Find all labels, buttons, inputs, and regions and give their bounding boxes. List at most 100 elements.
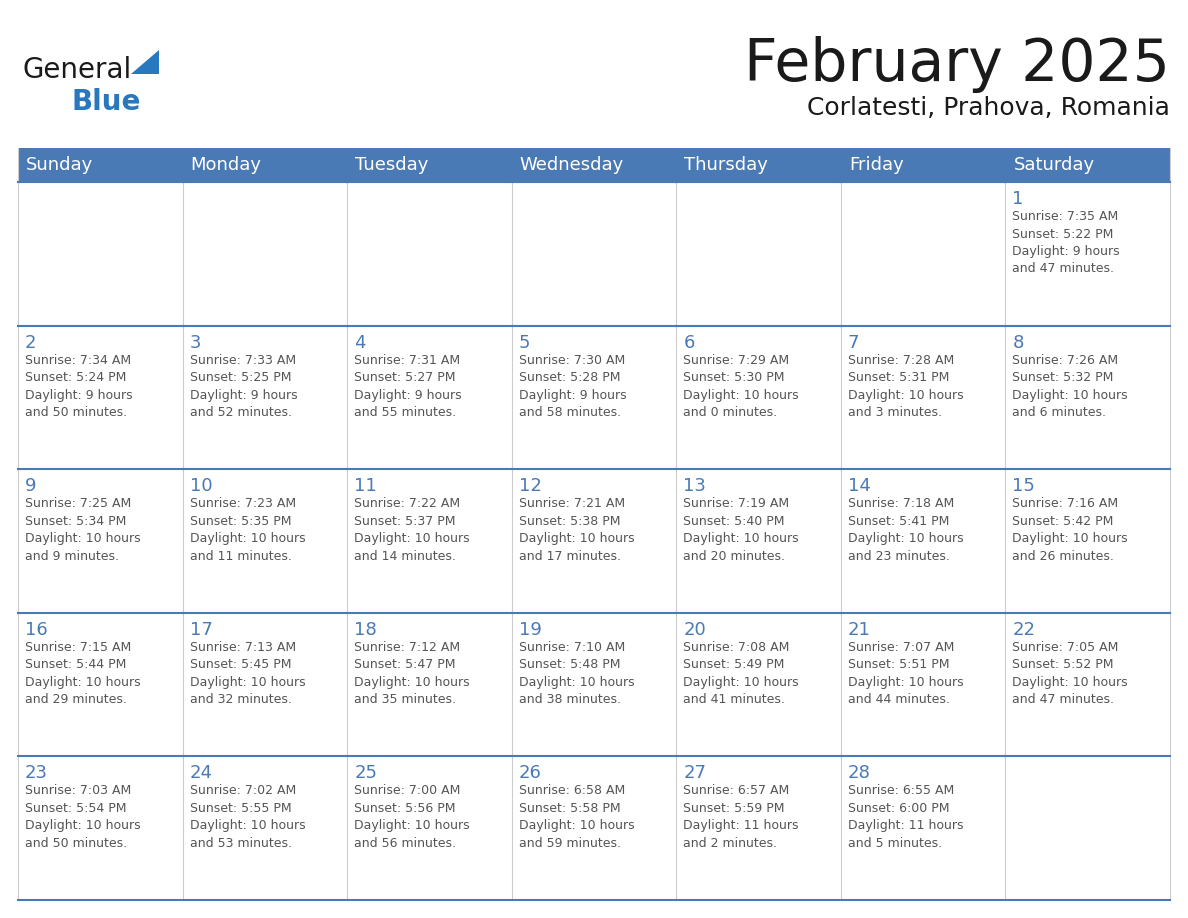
Text: 25: 25 [354,765,377,782]
Text: Friday: Friday [849,156,904,174]
Bar [1005,148,1170,182]
Text: 24: 24 [190,765,213,782]
Bar [18,148,183,182]
Text: 4: 4 [354,333,366,352]
Text: Sunrise: 7:34 AM
Sunset: 5:24 PM
Daylight: 9 hours
and 50 minutes.: Sunrise: 7:34 AM Sunset: 5:24 PM Dayligh… [25,353,133,420]
Text: Sunrise: 7:07 AM
Sunset: 5:51 PM
Daylight: 10 hours
and 44 minutes.: Sunrise: 7:07 AM Sunset: 5:51 PM Dayligh… [848,641,963,706]
Text: Sunrise: 7:05 AM
Sunset: 5:52 PM
Daylight: 10 hours
and 47 minutes.: Sunrise: 7:05 AM Sunset: 5:52 PM Dayligh… [1012,641,1129,706]
Bar [1005,613,1170,756]
Text: Sunrise: 7:18 AM
Sunset: 5:41 PM
Daylight: 10 hours
and 23 minutes.: Sunrise: 7:18 AM Sunset: 5:41 PM Dayligh… [848,498,963,563]
Text: Sunrise: 7:13 AM
Sunset: 5:45 PM
Daylight: 10 hours
and 32 minutes.: Sunrise: 7:13 AM Sunset: 5:45 PM Dayligh… [190,641,305,706]
Bar [512,613,676,756]
Text: 12: 12 [519,477,542,495]
Text: 3: 3 [190,333,201,352]
Text: Corlatesti, Prahova, Romania: Corlatesti, Prahova, Romania [807,96,1170,120]
Text: Sunrise: 7:31 AM
Sunset: 5:27 PM
Daylight: 9 hours
and 55 minutes.: Sunrise: 7:31 AM Sunset: 5:27 PM Dayligh… [354,353,462,420]
Text: 7: 7 [848,333,859,352]
Bar [18,613,183,756]
Text: Sunrise: 6:57 AM
Sunset: 5:59 PM
Daylight: 11 hours
and 2 minutes.: Sunrise: 6:57 AM Sunset: 5:59 PM Dayligh… [683,784,798,850]
Text: 15: 15 [1012,477,1035,495]
Text: 21: 21 [848,621,871,639]
Text: 19: 19 [519,621,542,639]
Bar [183,182,347,326]
Bar [841,326,1005,469]
Bar [512,469,676,613]
Bar [18,326,183,469]
Text: 5: 5 [519,333,530,352]
Text: Sunrise: 7:33 AM
Sunset: 5:25 PM
Daylight: 9 hours
and 52 minutes.: Sunrise: 7:33 AM Sunset: 5:25 PM Dayligh… [190,353,297,420]
Text: 1: 1 [1012,190,1024,208]
Text: February 2025: February 2025 [744,36,1170,93]
Bar [347,469,512,613]
Text: 17: 17 [190,621,213,639]
Text: Sunrise: 7:22 AM
Sunset: 5:37 PM
Daylight: 10 hours
and 14 minutes.: Sunrise: 7:22 AM Sunset: 5:37 PM Dayligh… [354,498,469,563]
Bar [676,148,841,182]
Text: 27: 27 [683,765,707,782]
Bar [676,613,841,756]
Bar [183,326,347,469]
Text: 14: 14 [848,477,871,495]
Text: Sunrise: 6:55 AM
Sunset: 6:00 PM
Daylight: 11 hours
and 5 minutes.: Sunrise: 6:55 AM Sunset: 6:00 PM Dayligh… [848,784,963,850]
Text: Sunrise: 7:30 AM
Sunset: 5:28 PM
Daylight: 9 hours
and 58 minutes.: Sunrise: 7:30 AM Sunset: 5:28 PM Dayligh… [519,353,626,420]
Text: Sunrise: 7:10 AM
Sunset: 5:48 PM
Daylight: 10 hours
and 38 minutes.: Sunrise: 7:10 AM Sunset: 5:48 PM Dayligh… [519,641,634,706]
Bar [347,326,512,469]
Bar [841,182,1005,326]
Bar [18,182,183,326]
Text: 26: 26 [519,765,542,782]
Bar [18,756,183,900]
Bar [841,756,1005,900]
Text: 13: 13 [683,477,706,495]
Text: Wednesday: Wednesday [519,156,624,174]
Bar [676,756,841,900]
Text: Sunrise: 7:25 AM
Sunset: 5:34 PM
Daylight: 10 hours
and 9 minutes.: Sunrise: 7:25 AM Sunset: 5:34 PM Dayligh… [25,498,140,563]
Text: Sunrise: 7:16 AM
Sunset: 5:42 PM
Daylight: 10 hours
and 26 minutes.: Sunrise: 7:16 AM Sunset: 5:42 PM Dayligh… [1012,498,1129,563]
Text: 18: 18 [354,621,377,639]
Bar [183,613,347,756]
Bar [512,756,676,900]
Bar [841,148,1005,182]
Bar [347,756,512,900]
Text: Sunrise: 7:02 AM
Sunset: 5:55 PM
Daylight: 10 hours
and 53 minutes.: Sunrise: 7:02 AM Sunset: 5:55 PM Dayligh… [190,784,305,850]
Bar [347,148,512,182]
Text: Sunrise: 7:29 AM
Sunset: 5:30 PM
Daylight: 10 hours
and 0 minutes.: Sunrise: 7:29 AM Sunset: 5:30 PM Dayligh… [683,353,798,420]
Bar [347,182,512,326]
Bar [183,148,347,182]
Text: 10: 10 [190,477,213,495]
Text: Sunrise: 6:58 AM
Sunset: 5:58 PM
Daylight: 10 hours
and 59 minutes.: Sunrise: 6:58 AM Sunset: 5:58 PM Dayligh… [519,784,634,850]
Bar [676,469,841,613]
Polygon shape [131,50,159,74]
Text: 11: 11 [354,477,377,495]
Bar [183,756,347,900]
Bar [512,148,676,182]
Bar [676,182,841,326]
Text: Saturday: Saturday [1013,156,1094,174]
Text: 22: 22 [1012,621,1036,639]
Bar [512,326,676,469]
Bar [1005,182,1170,326]
Text: Sunrise: 7:28 AM
Sunset: 5:31 PM
Daylight: 10 hours
and 3 minutes.: Sunrise: 7:28 AM Sunset: 5:31 PM Dayligh… [848,353,963,420]
Text: Monday: Monday [190,156,261,174]
Text: 8: 8 [1012,333,1024,352]
Text: 23: 23 [25,765,48,782]
Text: 2: 2 [25,333,37,352]
Text: Tuesday: Tuesday [355,156,429,174]
Bar [676,326,841,469]
Text: 6: 6 [683,333,695,352]
Text: Sunrise: 7:15 AM
Sunset: 5:44 PM
Daylight: 10 hours
and 29 minutes.: Sunrise: 7:15 AM Sunset: 5:44 PM Dayligh… [25,641,140,706]
Bar [512,182,676,326]
Text: Blue: Blue [71,88,140,116]
Text: 20: 20 [683,621,706,639]
Text: General: General [23,56,132,84]
Text: Sunrise: 7:03 AM
Sunset: 5:54 PM
Daylight: 10 hours
and 50 minutes.: Sunrise: 7:03 AM Sunset: 5:54 PM Dayligh… [25,784,140,850]
Bar [183,469,347,613]
Text: 16: 16 [25,621,48,639]
Text: 28: 28 [848,765,871,782]
Text: Sunrise: 7:00 AM
Sunset: 5:56 PM
Daylight: 10 hours
and 56 minutes.: Sunrise: 7:00 AM Sunset: 5:56 PM Dayligh… [354,784,469,850]
Text: Sunrise: 7:23 AM
Sunset: 5:35 PM
Daylight: 10 hours
and 11 minutes.: Sunrise: 7:23 AM Sunset: 5:35 PM Dayligh… [190,498,305,563]
Text: Sunrise: 7:21 AM
Sunset: 5:38 PM
Daylight: 10 hours
and 17 minutes.: Sunrise: 7:21 AM Sunset: 5:38 PM Dayligh… [519,498,634,563]
Bar [841,613,1005,756]
Bar [1005,756,1170,900]
Bar [347,613,512,756]
Bar [1005,469,1170,613]
Text: Sunrise: 7:12 AM
Sunset: 5:47 PM
Daylight: 10 hours
and 35 minutes.: Sunrise: 7:12 AM Sunset: 5:47 PM Dayligh… [354,641,469,706]
